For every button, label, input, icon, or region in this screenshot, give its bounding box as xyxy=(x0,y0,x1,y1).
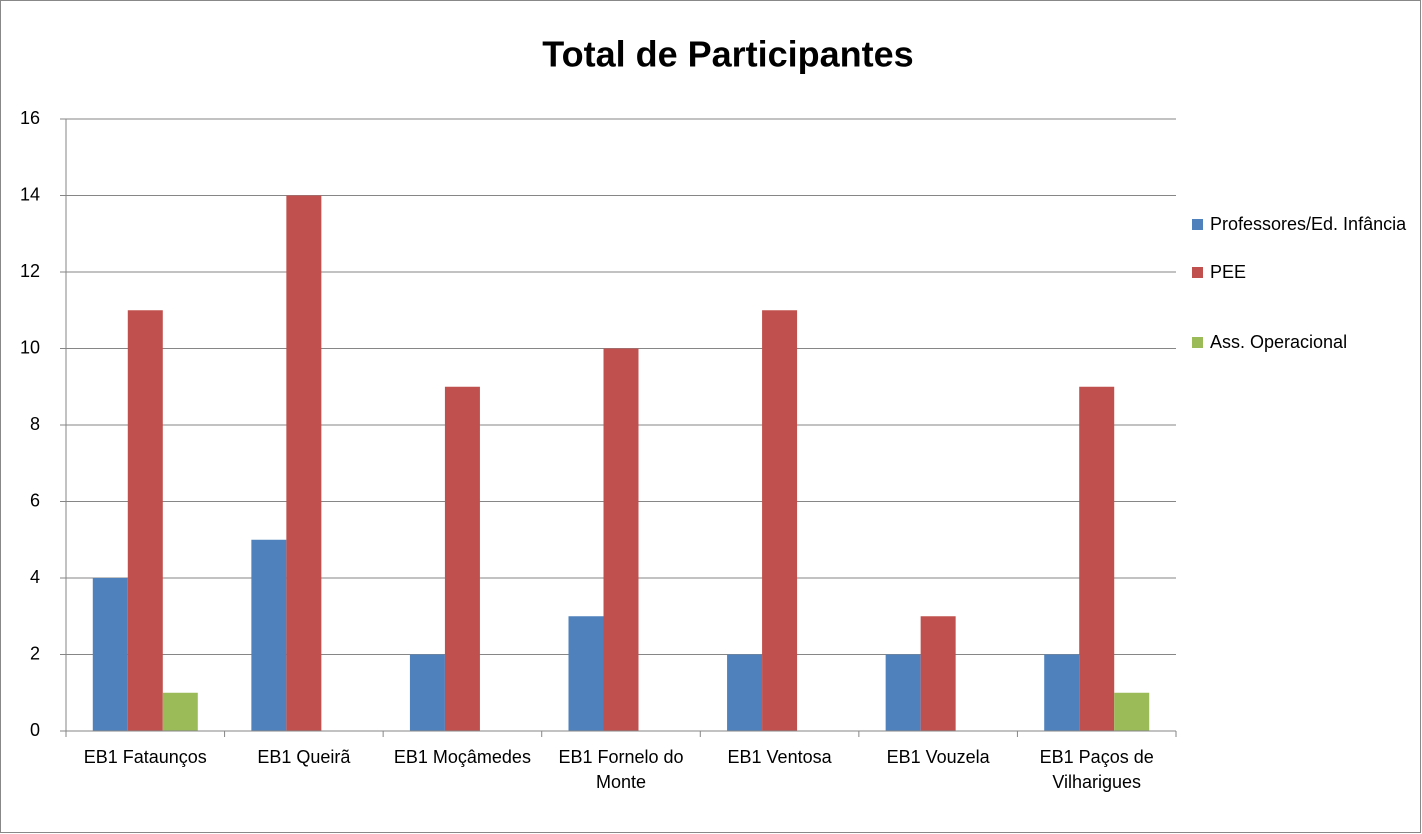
y-tick-label: 0 xyxy=(30,720,40,740)
bar xyxy=(444,386,480,731)
y-tick-label: 14 xyxy=(20,184,40,204)
y-tick-label: 10 xyxy=(20,337,40,357)
x-tick-label: EB1 Queirã xyxy=(257,747,351,767)
bar xyxy=(162,692,198,731)
y-tick-label: 16 xyxy=(20,108,40,128)
x-tick-label: EB1 Moçâmedes xyxy=(393,747,531,767)
y-tick-label: 4 xyxy=(30,567,40,587)
x-tick-label: EB1 Fataunços xyxy=(83,747,207,767)
legend-swatch xyxy=(1192,337,1203,348)
legend-label: PEE xyxy=(1210,262,1247,282)
bar xyxy=(286,195,322,731)
bar xyxy=(1079,386,1115,731)
y-tick-label: 8 xyxy=(30,414,40,434)
bar xyxy=(762,310,798,731)
bar xyxy=(920,616,956,731)
bar xyxy=(1114,692,1150,731)
legend-label: Professores/Ed. Infância xyxy=(1210,214,1407,234)
x-tick-label: EB1 Paços de Vilharigues xyxy=(1039,747,1154,792)
x-tick-label: EB1 Ventosa xyxy=(727,747,832,767)
bar xyxy=(603,348,639,731)
legend-label: Ass. Operacional xyxy=(1210,332,1348,352)
legend-swatch xyxy=(1192,219,1203,230)
y-tick-label: 2 xyxy=(30,643,40,663)
bar xyxy=(127,310,163,731)
bar xyxy=(409,654,445,731)
x-tick-label: EB1 Vouzela xyxy=(886,747,990,767)
bar xyxy=(1044,654,1080,731)
bar xyxy=(92,578,128,731)
y-tick-label: 12 xyxy=(20,261,40,281)
bar xyxy=(727,654,763,731)
y-tick-label: 6 xyxy=(30,490,40,510)
bar xyxy=(251,539,287,731)
chart-title: Total de Participantes xyxy=(542,34,913,75)
bar xyxy=(568,616,604,731)
legend-swatch xyxy=(1192,267,1203,278)
x-tick-label: EB1 Fornelo do Monte xyxy=(558,747,684,792)
bar xyxy=(885,654,921,731)
